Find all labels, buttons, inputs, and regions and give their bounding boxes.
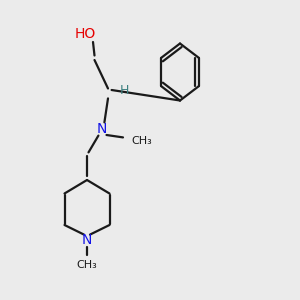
Text: H: H xyxy=(120,84,129,97)
Text: CH₃: CH₃ xyxy=(131,136,152,146)
Text: N: N xyxy=(97,122,107,136)
Text: CH₃: CH₃ xyxy=(76,260,98,269)
Text: N: N xyxy=(82,233,92,247)
Text: HO: HO xyxy=(75,28,96,41)
